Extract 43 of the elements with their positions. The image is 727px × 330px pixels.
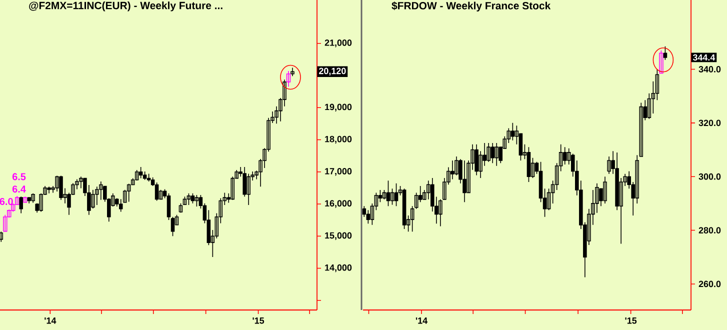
candlestick xyxy=(438,199,442,227)
candlestick xyxy=(474,144,478,176)
x-tick-label: '14 xyxy=(44,318,56,324)
y-tick-label: 280.0 xyxy=(698,227,721,234)
candlestick xyxy=(47,186,51,194)
candlestick xyxy=(603,176,607,204)
candlestick xyxy=(462,160,466,202)
candlestick xyxy=(663,46,668,60)
y-tick-label: 14,000 xyxy=(325,264,352,272)
candlestick xyxy=(494,142,499,166)
y-tick-label: 300.0 xyxy=(698,173,721,180)
candlestick xyxy=(59,175,63,200)
candlestick xyxy=(138,166,143,179)
x-tick-label: '15 xyxy=(625,318,637,324)
y-tick-label: 17,000 xyxy=(325,168,352,176)
y-tick-label: 21,000 xyxy=(324,40,352,48)
y-tick-label: 19,000 xyxy=(325,104,352,112)
candlestick xyxy=(22,196,28,204)
candlestick xyxy=(31,192,35,204)
candlestick xyxy=(194,194,199,207)
candlestick xyxy=(142,171,147,180)
candlestick xyxy=(486,142,490,162)
candlestick xyxy=(490,142,494,164)
annotation: 20,120 xyxy=(319,68,346,76)
chart-title: $FRDOW - Weekly France Stock xyxy=(392,2,551,12)
y-tick-label: 15,000 xyxy=(325,232,352,240)
annotation: 6.5 xyxy=(12,173,26,180)
x-tick-label: '14 xyxy=(416,318,428,324)
candlestick xyxy=(146,173,151,182)
candlestick xyxy=(19,196,23,214)
y-tick-label: 16,000 xyxy=(325,200,352,208)
annotation: 6.4 xyxy=(12,186,26,193)
candlestick xyxy=(27,196,31,204)
annotation: 6.0 xyxy=(0,198,13,206)
y-tick-label: 260.0 xyxy=(698,280,721,288)
annotation: 344.4 xyxy=(692,54,716,61)
candlestick xyxy=(510,122,515,141)
chart-title: @F2MX=11INC(EUR) - Weekly Future ... xyxy=(29,2,222,12)
candlestick xyxy=(186,192,191,206)
y-tick-label: 18,000 xyxy=(325,136,352,144)
x-tick-label: '15 xyxy=(252,318,264,324)
y-tick-label: 320.0 xyxy=(698,120,721,126)
y-tick-label: 340.0 xyxy=(698,66,721,72)
